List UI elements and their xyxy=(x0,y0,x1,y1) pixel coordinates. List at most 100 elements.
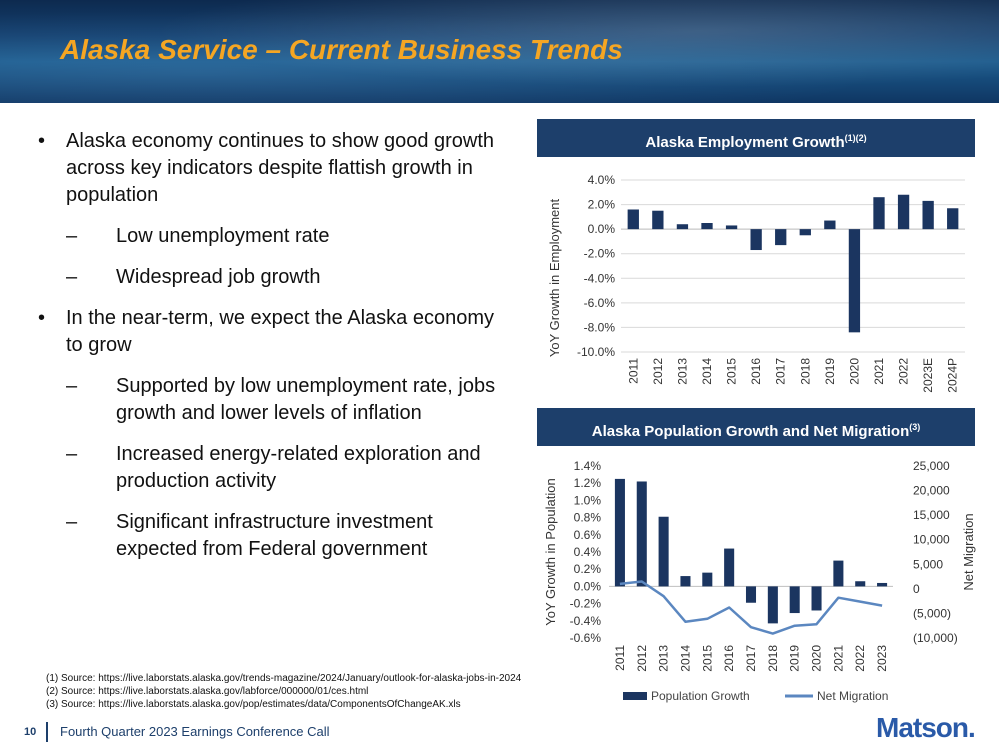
x-tick-label: 2015 xyxy=(725,358,739,385)
population-chart-footnote-ref: (3) xyxy=(909,422,921,432)
sub-bullet-item: – Significant infrastructure investment … xyxy=(66,509,498,563)
footnote-3: (3) Source: https://live.laborstats.alas… xyxy=(46,699,461,710)
sub-bullet-item: – Low unemployment rate xyxy=(66,223,498,250)
page-number: 10 xyxy=(24,726,37,738)
y2-tick-label: 5,000 xyxy=(913,557,943,571)
x-tick-label: 2017 xyxy=(774,358,788,385)
x-tick-label: 2024P xyxy=(946,358,960,393)
footer-divider xyxy=(46,722,48,742)
legend-label-population: Population Growth xyxy=(651,689,750,703)
x-tick-label: 2021 xyxy=(831,645,845,672)
employment-bar xyxy=(922,200,934,230)
bullet-symbol: • xyxy=(38,130,46,152)
population-growth-bar xyxy=(855,581,866,587)
employment-bar xyxy=(873,197,885,230)
x-tick-label: 2023E xyxy=(921,358,935,393)
x-tick-label: 2013 xyxy=(657,645,671,672)
x-tick-label: 2016 xyxy=(749,358,763,385)
employment-bar xyxy=(775,229,787,246)
y2-tick-label: 20,000 xyxy=(913,484,950,498)
y-tick-label: -0.4% xyxy=(570,614,602,628)
sub-bullet-text: Low unemployment rate xyxy=(116,225,330,247)
employment-bar xyxy=(750,229,762,251)
x-tick-label: 2011 xyxy=(626,358,640,384)
employment-bar xyxy=(947,208,959,230)
employment-bar xyxy=(627,209,639,230)
population-growth-bar xyxy=(636,481,647,587)
employment-bar xyxy=(701,223,713,230)
y-tick-label: 4.0% xyxy=(588,173,616,187)
sub-bullet-text: Supported by low unemployment rate, jobs… xyxy=(116,375,496,424)
population-growth-bar xyxy=(811,586,822,611)
y-tick-label: -0.2% xyxy=(570,597,602,611)
dash-symbol: – xyxy=(66,225,78,247)
sub-bullet-text: Significant infrastructure investment ex… xyxy=(116,511,433,560)
matson-logo: Matson. xyxy=(876,712,976,743)
page-title: Alaska Service – Current Business Trends xyxy=(60,34,623,65)
employment-chart-header: Alaska Employment Growth(1)(2) xyxy=(537,119,975,157)
employment-bar xyxy=(824,220,836,230)
employment-chart-title: Alaska Employment Growth xyxy=(645,134,845,151)
population-growth-bar xyxy=(680,576,691,587)
footnote-1: (1) Source: https://live.laborstats.alas… xyxy=(46,673,522,684)
legend-swatch-population xyxy=(623,692,647,700)
employment-bar xyxy=(725,225,738,230)
y-tick-label: -6.0% xyxy=(584,296,616,310)
population-growth-bar xyxy=(702,572,713,587)
y-tick-label: 0.4% xyxy=(574,545,602,559)
employment-growth-chart: 4.0% 2.0% 0.0% -2.0% -4.0% -6.0% -8.0% -10.0% 20… xyxy=(547,173,965,393)
header-banner xyxy=(0,0,999,103)
x-tick-label: 2022 xyxy=(897,358,911,385)
bullet-symbol: • xyxy=(38,307,46,329)
x-tick-label: 2014 xyxy=(678,645,692,672)
population-growth-bar xyxy=(745,586,757,603)
y-tick-label: 0.2% xyxy=(574,562,602,576)
dash-symbol: – xyxy=(66,375,78,397)
bullet-text: Alaska economy continues to show good gr… xyxy=(66,130,495,206)
legend-label-migration: Net Migration xyxy=(817,689,888,703)
employment-bar xyxy=(848,229,861,333)
y-tick-label: 1.4% xyxy=(574,459,602,473)
y2-axis-label: Net Migration xyxy=(961,513,976,590)
population-growth-bar xyxy=(833,560,844,587)
x-tick-label: 2014 xyxy=(700,358,714,385)
bullet-list: • Alaska economy continues to show good … xyxy=(38,128,498,577)
footnotes: (1) Source: https://live.laborstats.alas… xyxy=(46,672,521,711)
bullet-text: In the near-term, we expect the Alaska e… xyxy=(66,307,494,356)
population-growth-bar xyxy=(614,478,625,587)
x-tick-label: 2019 xyxy=(823,358,837,385)
x-tick-label: 2020 xyxy=(847,358,861,385)
employment-bar xyxy=(652,210,664,230)
y-tick-label: -4.0% xyxy=(584,271,616,285)
y2-tick-label: (5,000) xyxy=(913,606,951,620)
population-growth-bar xyxy=(724,548,735,587)
sub-bullet-text: Increased energy-related exploration and… xyxy=(116,443,481,492)
y-axis-label: YoY Growth in Population xyxy=(543,478,558,625)
y-tick-label: 0.8% xyxy=(574,511,602,525)
x-tick-label: 2016 xyxy=(722,645,736,672)
y2-tick-label: 10,000 xyxy=(913,533,950,547)
y-tick-label: -8.0% xyxy=(584,320,616,334)
population-growth-bar xyxy=(767,586,778,624)
y-tick-label: 0.0% xyxy=(588,222,616,236)
sub-bullet-item: – Increased energy-related exploration a… xyxy=(66,441,498,495)
y-axis-label: YoY Growth in Employment xyxy=(547,198,562,357)
sub-bullet-text: Widespread job growth xyxy=(116,266,321,288)
x-tick-label: 2021 xyxy=(872,358,886,385)
population-growth-bar xyxy=(877,582,888,587)
dash-symbol: – xyxy=(66,511,78,533)
sub-bullet-item: – Widespread job growth xyxy=(66,264,498,291)
population-chart-header: Alaska Population Growth and Net Migrati… xyxy=(537,408,975,446)
y-tick-label: 0.6% xyxy=(574,528,602,542)
y2-tick-label: 25,000 xyxy=(913,459,950,473)
x-tick-label: 2015 xyxy=(700,645,714,672)
x-tick-label: 2017 xyxy=(744,645,758,672)
population-migration-chart: 1.4% 1.2% 1.0% 0.8% 0.6% 0.4% 0.2% 0.0% -0.2% -0.… xyxy=(543,459,976,703)
x-tick-label: 2013 xyxy=(675,358,689,385)
sub-bullet-item: – Supported by low unemployment rate, jo… xyxy=(66,373,498,427)
population-growth-bar xyxy=(789,586,800,614)
y-tick-label: -2.0% xyxy=(584,247,616,261)
x-tick-label: 2012 xyxy=(651,358,665,385)
population-chart-title: Alaska Population Growth and Net Migrati… xyxy=(591,423,910,440)
x-tick-label: 2023 xyxy=(875,645,889,672)
